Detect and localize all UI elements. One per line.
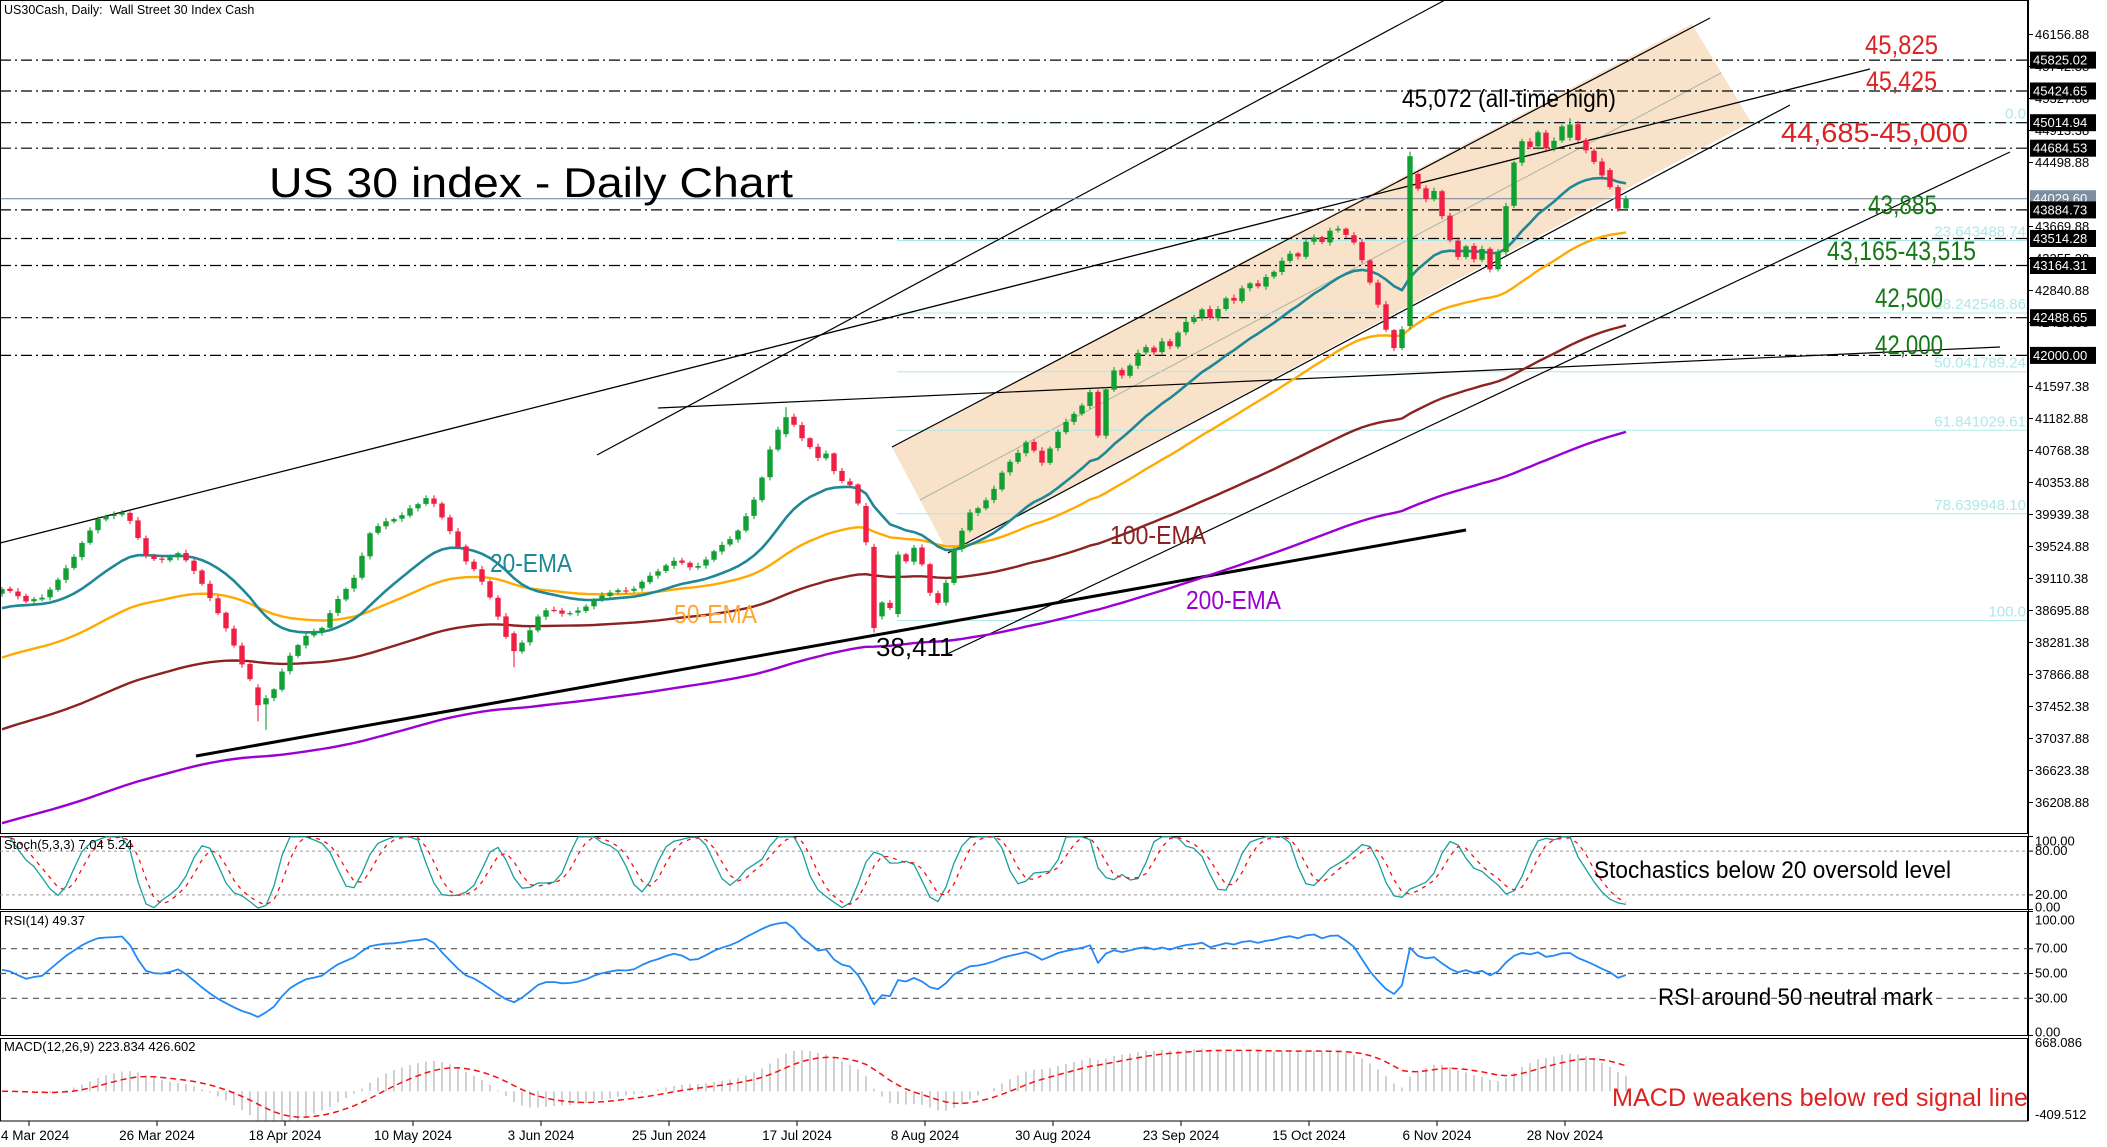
svg-text:10 May 2024: 10 May 2024 xyxy=(374,1128,453,1143)
svg-text:30.00: 30.00 xyxy=(2035,990,2068,1005)
svg-text:37866.88: 37866.88 xyxy=(2035,667,2089,682)
svg-text:200-EMA: 200-EMA xyxy=(1186,585,1282,615)
svg-text:50.041789.24: 50.041789.24 xyxy=(1934,355,2026,372)
svg-text:0.0: 0.0 xyxy=(2005,106,2026,123)
svg-text:23 Sep 2024: 23 Sep 2024 xyxy=(1143,1128,1220,1143)
svg-text:38.242548.86: 38.242548.86 xyxy=(1934,296,2026,313)
svg-text:100-EMA: 100-EMA xyxy=(1110,520,1207,550)
svg-text:46156.88: 46156.88 xyxy=(2035,27,2089,42)
svg-text:42000.00: 42000.00 xyxy=(2033,348,2087,363)
svg-text:26 Mar 2024: 26 Mar 2024 xyxy=(119,1128,195,1143)
svg-text:37037.88: 37037.88 xyxy=(2035,731,2089,746)
svg-text:RSI around 50 neutral mark: RSI around 50 neutral mark xyxy=(1658,984,1934,1011)
svg-text:38281.38: 38281.38 xyxy=(2035,635,2089,650)
svg-text:-409.512: -409.512 xyxy=(2035,1107,2086,1122)
svg-text:44684.53: 44684.53 xyxy=(2033,141,2087,156)
svg-text:37452.38: 37452.38 xyxy=(2035,699,2089,714)
svg-text:45,425: 45,425 xyxy=(1866,66,1937,96)
svg-text:3 Jun 2024: 3 Jun 2024 xyxy=(508,1128,575,1143)
svg-text:668.086: 668.086 xyxy=(2035,1035,2082,1050)
svg-text:70.00: 70.00 xyxy=(2035,941,2068,956)
svg-text:40768.38: 40768.38 xyxy=(2035,443,2089,458)
svg-text:18 Apr 2024: 18 Apr 2024 xyxy=(249,1128,322,1143)
svg-text:38695.88: 38695.88 xyxy=(2035,603,2089,618)
svg-text:39939.38: 39939.38 xyxy=(2035,507,2089,522)
svg-text:20-EMA: 20-EMA xyxy=(490,548,573,578)
svg-text:41597.38: 41597.38 xyxy=(2035,379,2089,394)
svg-text:23.643488.74: 23.643488.74 xyxy=(1934,224,2026,241)
svg-text:25 Jun 2024: 25 Jun 2024 xyxy=(632,1128,707,1143)
svg-text:0.00: 0.00 xyxy=(2035,1025,2060,1040)
svg-text:17 Jul 2024: 17 Jul 2024 xyxy=(762,1128,832,1143)
svg-text:36208.88: 36208.88 xyxy=(2035,795,2089,810)
svg-text:6 Nov 2024: 6 Nov 2024 xyxy=(1402,1128,1472,1143)
svg-text:100.00: 100.00 xyxy=(2035,834,2075,849)
svg-text:78.639948.10: 78.639948.10 xyxy=(1934,497,2026,514)
svg-text:US30Cash, Daily: Wall Street: US30Cash, Daily: Wall Street 30 Index Ca… xyxy=(4,3,254,17)
svg-text:45825.02: 45825.02 xyxy=(2033,53,2087,68)
svg-text:42840.88: 42840.88 xyxy=(2035,283,2089,298)
svg-text:45014.94: 45014.94 xyxy=(2033,115,2087,130)
svg-text:80.00: 80.00 xyxy=(2035,843,2068,858)
svg-text:40353.88: 40353.88 xyxy=(2035,475,2089,490)
svg-text:38,411: 38,411 xyxy=(876,632,954,662)
svg-text:US 30 index - Daily Chart: US 30 index - Daily Chart xyxy=(269,159,793,206)
svg-text:41182.88: 41182.88 xyxy=(2035,411,2088,426)
svg-text:4 Mar 2024: 4 Mar 2024 xyxy=(1,1128,70,1143)
svg-text:42,000: 42,000 xyxy=(1875,330,1943,360)
svg-text:43,885: 43,885 xyxy=(1868,190,1937,220)
svg-text:30 Aug 2024: 30 Aug 2024 xyxy=(1015,1128,1091,1143)
svg-text:39524.88: 39524.88 xyxy=(2035,539,2089,554)
svg-text:8 Aug 2024: 8 Aug 2024 xyxy=(891,1128,960,1143)
svg-text:44498.88: 44498.88 xyxy=(2035,155,2089,170)
svg-text:50.00: 50.00 xyxy=(2035,966,2068,981)
svg-text:44,685-45,000: 44,685-45,000 xyxy=(1781,118,1968,148)
svg-text:MACD(12,26,9) 223.834 426.602: MACD(12,26,9) 223.834 426.602 xyxy=(4,1039,196,1054)
svg-text:20.00: 20.00 xyxy=(2035,887,2068,902)
svg-text:43164.31: 43164.31 xyxy=(2033,258,2087,273)
svg-text:50-EMA: 50-EMA xyxy=(674,599,758,629)
svg-text:36623.38: 36623.38 xyxy=(2035,763,2089,778)
svg-text:100.00: 100.00 xyxy=(2035,913,2075,928)
svg-text:45,072 (all-time high): 45,072 (all-time high) xyxy=(1402,85,1616,113)
svg-text:28 Nov 2024: 28 Nov 2024 xyxy=(1527,1128,1604,1143)
svg-text:61.841029.61: 61.841029.61 xyxy=(1934,413,2026,430)
svg-text:43514.28: 43514.28 xyxy=(2033,231,2087,246)
svg-text:100.0: 100.0 xyxy=(1988,604,2026,621)
svg-text:45,825: 45,825 xyxy=(1865,30,1938,60)
svg-text:15 Oct 2024: 15 Oct 2024 xyxy=(1272,1128,1346,1143)
svg-text:RSI(14) 49.37: RSI(14) 49.37 xyxy=(4,913,85,928)
svg-text:0.00: 0.00 xyxy=(2035,900,2060,915)
svg-text:43,165-43,515: 43,165-43,515 xyxy=(1827,236,1976,266)
svg-text:42,500: 42,500 xyxy=(1875,283,1943,313)
svg-text:Stoch(5,3,3) 7.04 5.24: Stoch(5,3,3) 7.04 5.24 xyxy=(4,837,133,852)
svg-text:39110.38: 39110.38 xyxy=(2035,571,2088,586)
svg-text:42488.65: 42488.65 xyxy=(2033,310,2087,325)
svg-text:Stochastics below 20 oversold: Stochastics below 20 oversold level xyxy=(1594,857,1951,884)
svg-text:43884.73: 43884.73 xyxy=(2033,202,2087,217)
svg-text:45424.65: 45424.65 xyxy=(2033,84,2087,99)
svg-text:MACD weakens below red signal: MACD weakens below red signal line xyxy=(1612,1084,2028,1112)
